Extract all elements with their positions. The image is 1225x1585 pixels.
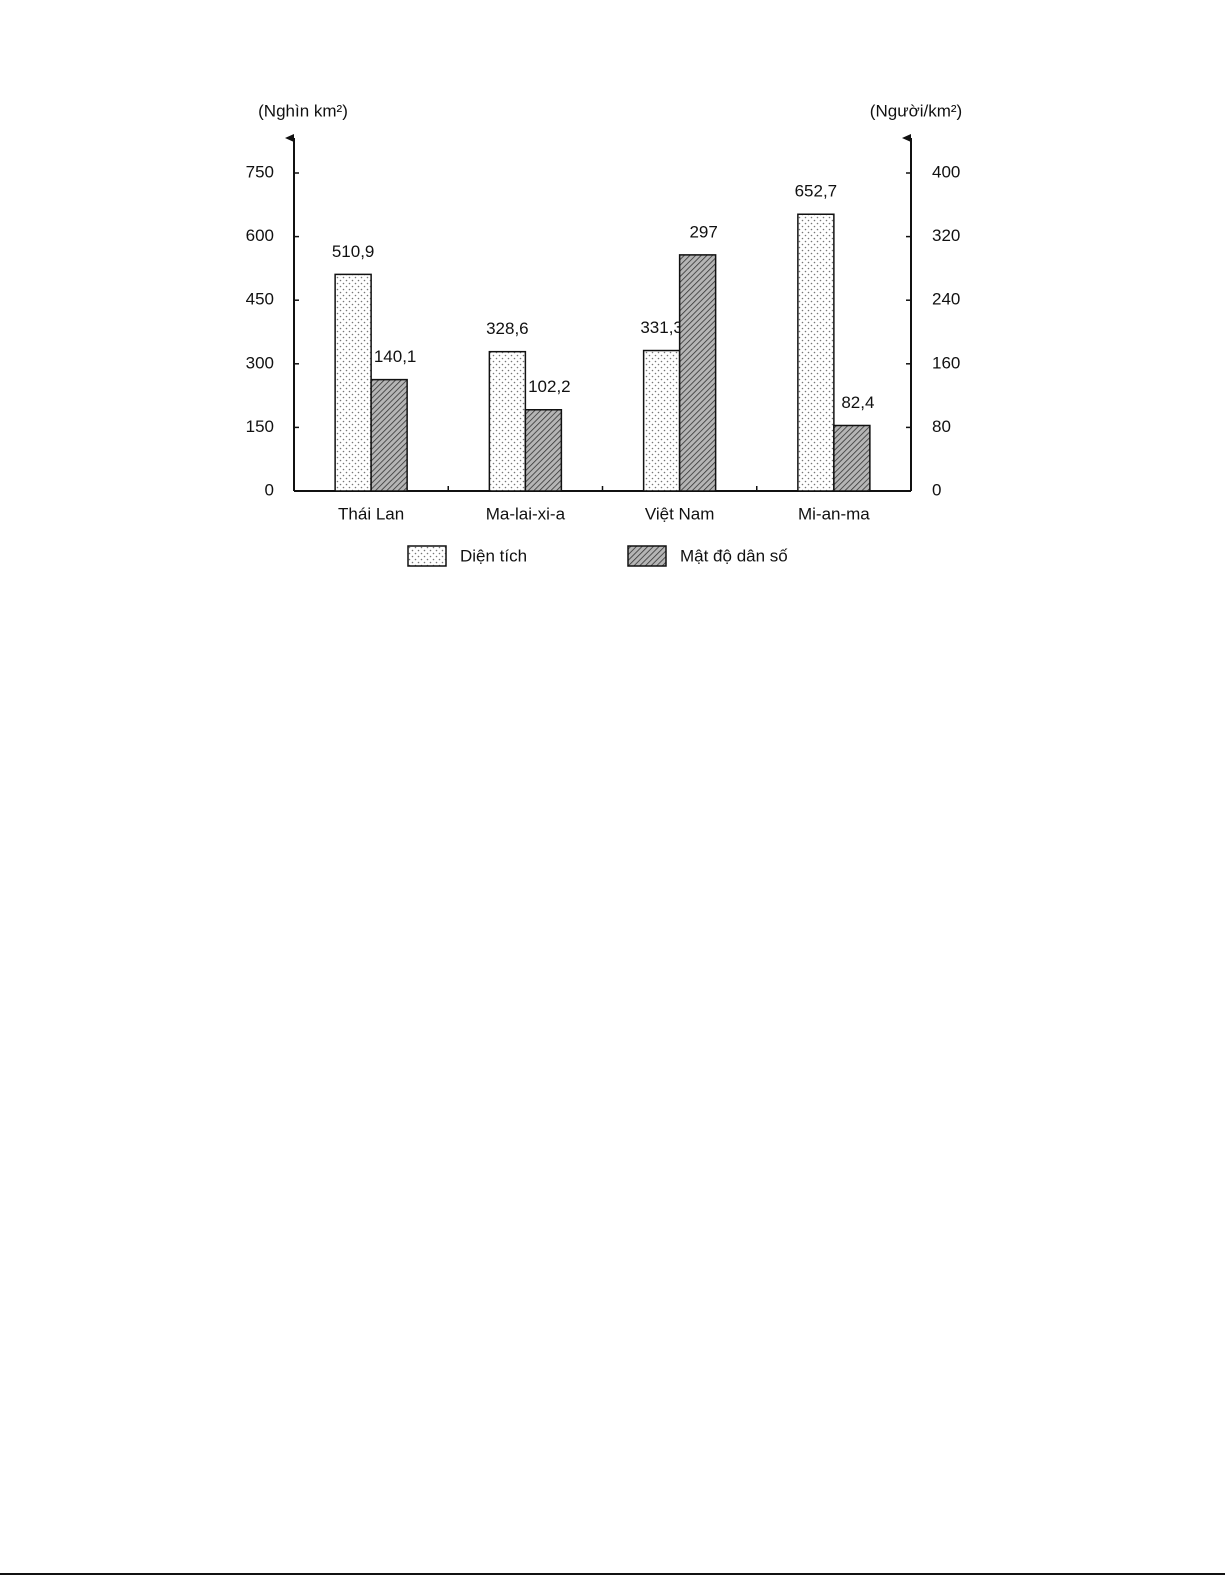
y2-axis-label: (Người/km²)	[870, 101, 962, 120]
bar	[488, 350, 527, 492]
y-tick-label: 750	[246, 162, 274, 181]
bar	[334, 273, 372, 492]
value-label: 297	[689, 222, 717, 241]
y-axis-label: (Nghìn km²)	[258, 101, 348, 120]
y-tick-label: 450	[246, 290, 274, 309]
value-label: 102,2	[528, 377, 571, 396]
legend-swatch	[407, 545, 447, 567]
value-label: 510,9	[332, 242, 375, 261]
y2-tick-label: 320	[932, 226, 960, 245]
y2-tick-label: 240	[932, 290, 960, 309]
y-tick-label: 600	[246, 226, 274, 245]
y2-tick-label: 400	[932, 162, 960, 181]
bar	[678, 254, 717, 492]
bar	[797, 213, 835, 492]
y2-tick-label: 80	[932, 417, 951, 436]
value-label: 140,1	[374, 347, 417, 366]
legend-label: Diện tích	[460, 546, 527, 565]
bar	[370, 378, 408, 492]
legend-label: Mật độ dân số	[680, 546, 788, 565]
y-tick-label: 0	[265, 480, 274, 499]
bar	[524, 409, 563, 492]
value-label: 331,3	[640, 318, 683, 337]
y2-tick-label: 160	[932, 353, 960, 372]
legend-swatch	[627, 545, 667, 567]
x-tick-label: Ma-lai-xi-a	[486, 504, 566, 523]
y-tick-label: 300	[246, 353, 274, 372]
bar	[833, 424, 871, 492]
x-tick-label: Mi-an-ma	[798, 504, 870, 523]
x-tick-label: Việt Nam	[645, 504, 715, 523]
value-label: 82,4	[841, 393, 874, 412]
y-tick-label: 150	[246, 417, 274, 436]
value-label: 652,7	[795, 182, 838, 201]
y2-tick-label: 0	[932, 480, 941, 499]
value-label: 328,6	[486, 319, 529, 338]
bar	[642, 349, 681, 492]
x-tick-label: Thái Lan	[338, 504, 404, 523]
